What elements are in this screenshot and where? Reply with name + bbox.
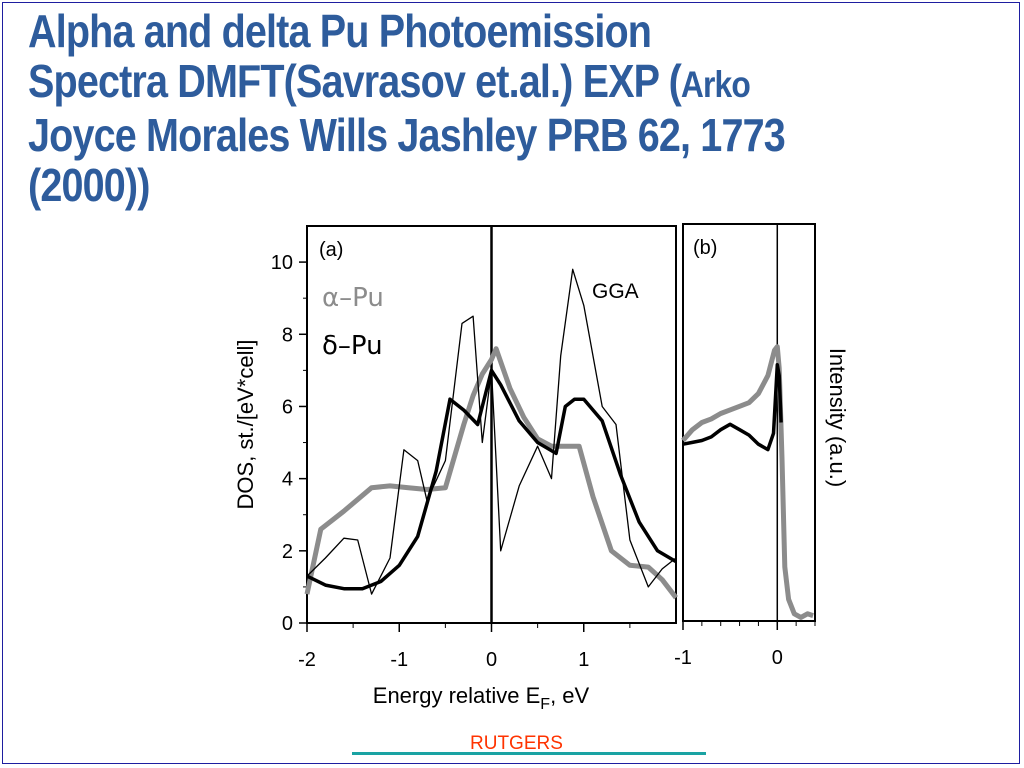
x-tick-label: 1 <box>578 649 589 671</box>
intensity-axis-label: Intensity (a.u.) <box>825 348 850 487</box>
y-tick-label: 6 <box>282 396 293 418</box>
series-thick-black-line <box>682 363 783 452</box>
legend-delta-pu: δ–Pu <box>322 331 383 361</box>
x-tick-label: 0 <box>486 649 497 671</box>
footer-rutgers: RUTGERS <box>470 733 563 754</box>
x-tick-label: 0 <box>772 647 783 669</box>
title-line-1: Alpha and delta Pu Photoemission <box>28 5 652 57</box>
legend-alpha-pu: α–Pu <box>322 283 384 313</box>
title-line-2-author: Arko <box>680 64 751 105</box>
panel-a-label: (a) <box>319 239 343 261</box>
series-thick-gray-line <box>681 344 814 620</box>
panel-b-ticks: -1 0 <box>674 621 816 669</box>
y-tick-label: 2 <box>282 541 293 563</box>
y-axis-label: DOS, st./[eV*cell] <box>233 340 258 510</box>
series-thin-black-line <box>306 268 677 595</box>
x-axis-label: Energy relative EF, eV <box>373 683 590 713</box>
panel-b-frame <box>682 223 816 622</box>
panel-a-ticks: 0 2 4 6 8 10 -2 -1 0 1 <box>271 252 631 671</box>
x-tick-label: -1 <box>390 649 408 671</box>
slide-title: Alpha and delta Pu Photoemission Spectra … <box>28 6 867 210</box>
y-tick-label: 8 <box>282 324 293 346</box>
panel-a: 0 2 4 6 8 10 -2 -1 0 1 (a) GGA α–Pu δ–Pu DOS, st.… <box>233 225 678 671</box>
panel-b-label: (b) <box>693 237 717 259</box>
y-tick-label: 4 <box>282 469 293 491</box>
title-line-4: (2000)) <box>28 159 150 211</box>
x-tick-label: -1 <box>674 647 692 669</box>
panel-b-series <box>681 344 814 620</box>
x-tick-label: -2 <box>298 649 316 671</box>
y-tick-label: 10 <box>271 252 293 274</box>
y-tick-label: 0 <box>282 613 293 635</box>
panel-a-series <box>304 268 678 600</box>
footer-divider <box>352 752 706 755</box>
title-line-3: Joyce Morales Wills Jashley PRB 62, 1773 <box>28 109 786 161</box>
series-thick-gray-line <box>304 346 678 600</box>
gga-annotation: GGA <box>592 280 639 303</box>
panel-b: -1 0 (b) Intensity (a.u.) <box>674 223 850 669</box>
title-line-2: Spectra DMFT(Savrasov et.al.) EXP ( <box>28 55 682 107</box>
